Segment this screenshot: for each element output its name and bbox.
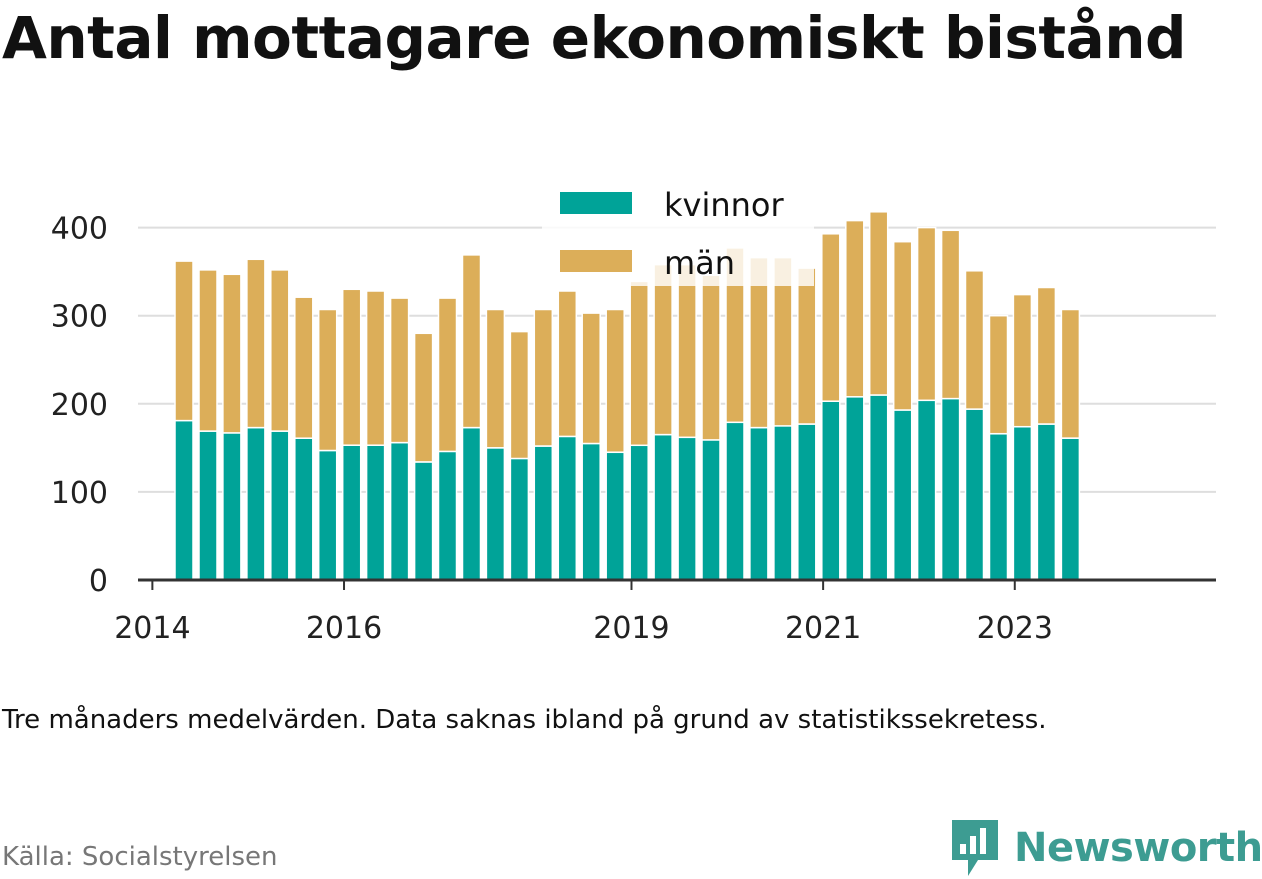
x-tick-label: 2016 — [306, 611, 382, 646]
bar-man — [223, 274, 241, 433]
bar-man — [822, 234, 840, 401]
bar-kvinnor — [367, 445, 385, 580]
bar-kvinnor — [439, 451, 457, 580]
bar-man — [798, 268, 816, 424]
legend-swatch — [560, 192, 632, 214]
bar-man — [247, 259, 265, 427]
bar-man — [870, 212, 888, 395]
bar-kvinnor — [343, 445, 361, 580]
bar-kvinnor — [750, 428, 768, 580]
bar-man — [319, 310, 337, 451]
bar-man — [582, 313, 600, 443]
bar-kvinnor — [822, 401, 840, 580]
bar-kvinnor — [510, 458, 528, 580]
bar-man — [1061, 310, 1079, 439]
bar-chart: 0 100 200 300 400 2014 2016 2019 2021 2023 kvinno… — [0, 150, 1262, 670]
bar-man — [199, 270, 217, 431]
bar-kvinnor — [942, 399, 960, 581]
bar-kvinnor — [654, 435, 672, 580]
bar-man — [367, 291, 385, 445]
chart-title: Antal mottagare ekonomiskt bistånd — [2, 4, 1186, 72]
bar-kvinnor — [870, 395, 888, 580]
bar-kvinnor — [223, 433, 241, 580]
bar-kvinnor — [894, 410, 912, 580]
legend-label: män — [664, 244, 735, 282]
bar-kvinnor — [1061, 438, 1079, 580]
bar-kvinnor — [582, 444, 600, 581]
bar-kvinnor — [798, 424, 816, 580]
y-tick-label: 300 — [51, 300, 108, 335]
bar-kvinnor — [702, 440, 720, 580]
bar-man — [606, 310, 624, 453]
newsworthy-logo[interactable]: Newsworthy — [950, 818, 1262, 878]
bar-kvinnor — [463, 428, 481, 580]
bar-kvinnor — [678, 437, 696, 580]
chart-note: Tre månaders medelvärden. Data saknas ib… — [2, 705, 1047, 735]
bar-kvinnor — [846, 397, 864, 580]
bar-man — [702, 275, 720, 440]
bar-kvinnor — [918, 400, 936, 580]
bar-man — [990, 316, 1008, 434]
y-tick-label: 100 — [51, 476, 108, 511]
bar-man — [295, 297, 313, 438]
bar-kvinnor — [534, 446, 552, 580]
bar-man — [678, 265, 696, 438]
source-text: Källa: Socialstyrelsen — [2, 842, 278, 872]
y-tick-label: 0 — [89, 564, 108, 599]
x-tick-label: 2023 — [977, 611, 1053, 646]
x-tick-label: 2021 — [785, 611, 861, 646]
bar-kvinnor — [966, 409, 984, 580]
bar-man — [846, 221, 864, 397]
bar-man — [175, 261, 193, 421]
bar-kvinnor — [606, 452, 624, 580]
bar-man — [343, 289, 361, 445]
bar-man — [486, 310, 504, 448]
legend-swatch — [560, 250, 632, 272]
legend: kvinnor män — [542, 170, 814, 286]
bar-kvinnor — [415, 462, 433, 580]
bar-man — [1013, 295, 1031, 427]
brand-name: Newsworthy — [1014, 825, 1262, 871]
bar-kvinnor — [391, 443, 409, 580]
bar-man — [654, 265, 672, 435]
bar-kvinnor — [774, 426, 792, 580]
bar-man — [415, 333, 433, 462]
bar-kvinnor — [630, 445, 648, 580]
bar-kvinnor — [319, 451, 337, 581]
bar-kvinnor — [271, 431, 289, 580]
bar-kvinnor — [199, 431, 217, 580]
bar-chart-logo-icon — [950, 818, 1000, 878]
bar-man — [558, 291, 576, 436]
bar-man — [894, 242, 912, 410]
x-tick-label: 2019 — [593, 611, 669, 646]
bar-man — [463, 255, 481, 428]
legend-label: kvinnor — [664, 186, 785, 224]
bar-man — [510, 332, 528, 459]
bar-man — [1037, 288, 1055, 425]
bar-kvinnor — [726, 422, 744, 580]
bar-man — [439, 298, 457, 451]
bar-man — [391, 298, 409, 443]
bar-man — [918, 228, 936, 401]
y-tick-label: 200 — [51, 388, 108, 423]
x-tick-label: 2014 — [114, 611, 190, 646]
bar-kvinnor — [247, 428, 265, 580]
bar-kvinnor — [175, 421, 193, 581]
bar-kvinnor — [1013, 427, 1031, 580]
bar-kvinnor — [1037, 424, 1055, 580]
y-tick-label: 400 — [51, 212, 108, 247]
bar-man — [271, 270, 289, 431]
bar-kvinnor — [990, 434, 1008, 580]
bar-kvinnor — [558, 436, 576, 580]
bar-man — [966, 271, 984, 409]
bar-man — [534, 310, 552, 447]
bar-kvinnor — [295, 438, 313, 580]
bar-man — [942, 230, 960, 398]
bar-man — [630, 281, 648, 445]
bar-kvinnor — [486, 448, 504, 580]
